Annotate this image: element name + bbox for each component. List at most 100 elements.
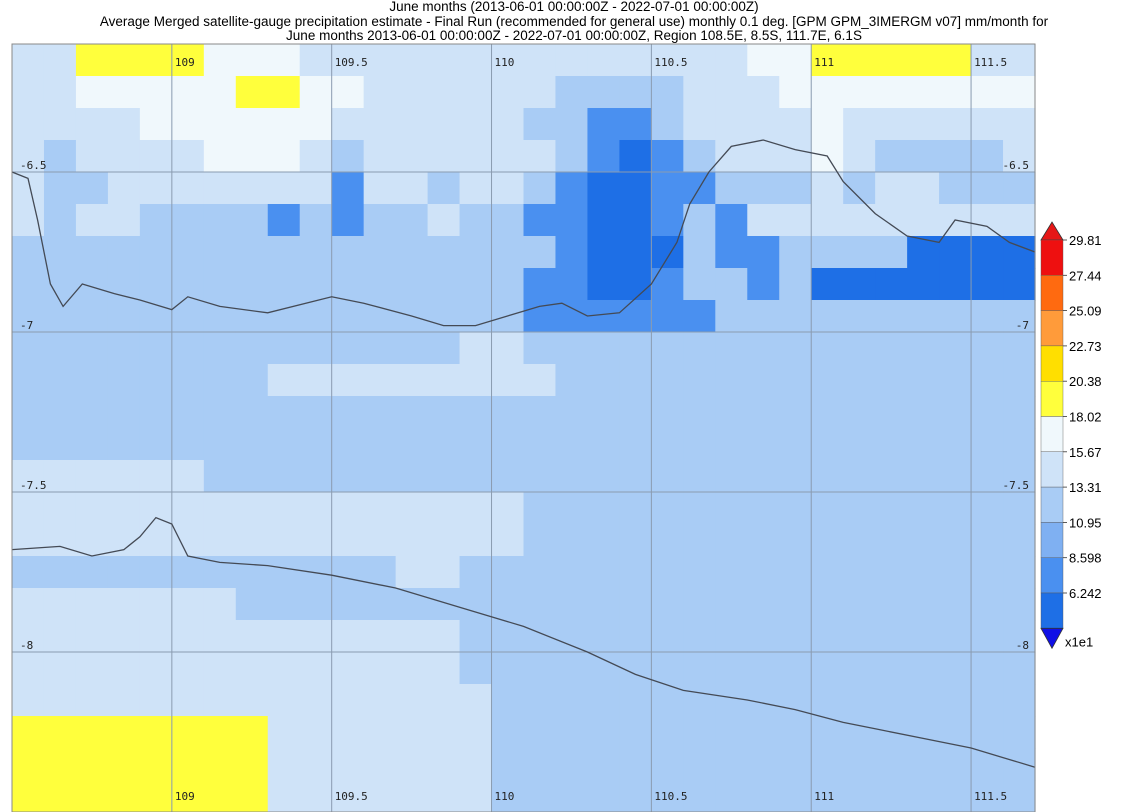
precip-cell <box>811 620 844 653</box>
precip-cell <box>331 44 365 77</box>
lat-tick-label-left: -7 <box>20 319 33 332</box>
precip-cell <box>427 556 461 589</box>
precip-cell <box>843 556 876 589</box>
precip-cell <box>75 364 109 397</box>
precip-cell <box>459 236 493 269</box>
precip-cell <box>811 524 844 557</box>
precip-cell <box>171 780 205 812</box>
precip-cell <box>683 748 716 781</box>
precip-cell <box>651 204 684 237</box>
precip-cell <box>363 108 397 141</box>
precip-cell <box>747 684 780 717</box>
precip-cell <box>779 780 812 812</box>
precip-cell <box>459 684 493 717</box>
precip-cell <box>491 204 525 237</box>
precip-cell <box>971 236 1004 269</box>
precip-cell <box>299 236 333 269</box>
precip-cell <box>299 396 333 429</box>
precip-cell <box>43 620 77 653</box>
precip-cell <box>12 268 45 301</box>
title-line-2: Average Merged satellite-gauge precipita… <box>99 13 1049 29</box>
precip-cell <box>203 588 237 621</box>
precip-cell <box>651 780 684 812</box>
precip-cell <box>555 588 589 621</box>
precip-cell <box>779 268 812 301</box>
precip-cell <box>171 524 205 557</box>
precip-cell <box>715 268 748 301</box>
precip-cell <box>43 44 77 77</box>
lon-tick-label-top: 109 <box>175 56 195 69</box>
precip-cell <box>875 268 908 301</box>
precip-cell <box>715 108 748 141</box>
precip-cell <box>523 716 557 749</box>
precip-cell <box>203 236 237 269</box>
precip-cell <box>491 428 525 461</box>
precip-cell <box>363 300 397 333</box>
precip-cell <box>587 396 621 429</box>
precip-cell <box>907 428 940 461</box>
precip-cell <box>651 236 684 269</box>
precip-cell <box>1003 620 1036 653</box>
precip-cell <box>203 684 237 717</box>
precip-cell <box>555 428 589 461</box>
precip-cell <box>107 76 141 109</box>
precip-cell <box>427 300 461 333</box>
precip-cell <box>235 332 269 365</box>
colorbar-swatch <box>1040 345 1064 382</box>
precip-cell <box>811 460 844 493</box>
precip-cell <box>459 76 493 109</box>
precip-cell <box>683 780 716 812</box>
precip-cell <box>299 716 333 749</box>
precip-cell <box>267 172 301 205</box>
precip-cell <box>107 236 141 269</box>
precip-cell <box>683 268 716 301</box>
precip-cell <box>139 460 173 493</box>
precip-cell <box>939 364 972 397</box>
precip-cell <box>139 76 173 109</box>
precip-cell <box>491 268 525 301</box>
colorbar: 29.81 27.44 25.09 22.73 20.38 18.02 15.67 13.31… <box>1040 221 1102 649</box>
precip-cell <box>587 172 621 205</box>
precip-cell <box>939 396 972 429</box>
lon-tick-label-top: 111 <box>814 56 834 69</box>
precip-cell <box>12 76 45 109</box>
precip-cell <box>811 172 844 205</box>
precip-cell <box>75 748 109 781</box>
precip-cell <box>235 428 269 461</box>
precip-cell <box>843 524 876 557</box>
precip-cell <box>235 620 269 653</box>
precip-cell <box>555 748 589 781</box>
precip-cell <box>683 108 716 141</box>
precip-cell <box>171 492 205 525</box>
precip-cell <box>107 140 141 173</box>
precip-cell <box>171 172 205 205</box>
precip-cell <box>875 652 908 685</box>
precip-cell <box>779 76 812 109</box>
precip-cell <box>12 748 45 781</box>
precip-cell <box>427 748 461 781</box>
precip-cell <box>811 684 844 717</box>
precip-cell <box>779 204 812 237</box>
precip-cell <box>683 652 716 685</box>
precip-cell <box>139 140 173 173</box>
precip-cell <box>555 716 589 749</box>
precip-cell <box>331 332 365 365</box>
precip-cell <box>139 748 173 781</box>
precip-cell <box>267 492 301 525</box>
precip-cell <box>107 172 141 205</box>
precip-cell <box>235 652 269 685</box>
precip-cell <box>363 76 397 109</box>
precip-cell <box>299 268 333 301</box>
precip-cell <box>779 556 812 589</box>
precip-cell <box>139 620 173 653</box>
precip-cell <box>907 140 940 173</box>
precip-cell <box>43 748 77 781</box>
precip-cell <box>747 620 780 653</box>
precip-cell <box>619 140 652 173</box>
precip-cell <box>715 76 748 109</box>
precip-cell <box>875 588 908 621</box>
precip-cell <box>267 556 301 589</box>
precip-cell <box>75 236 109 269</box>
precip-cell <box>491 780 525 812</box>
precip-cell <box>843 76 876 109</box>
